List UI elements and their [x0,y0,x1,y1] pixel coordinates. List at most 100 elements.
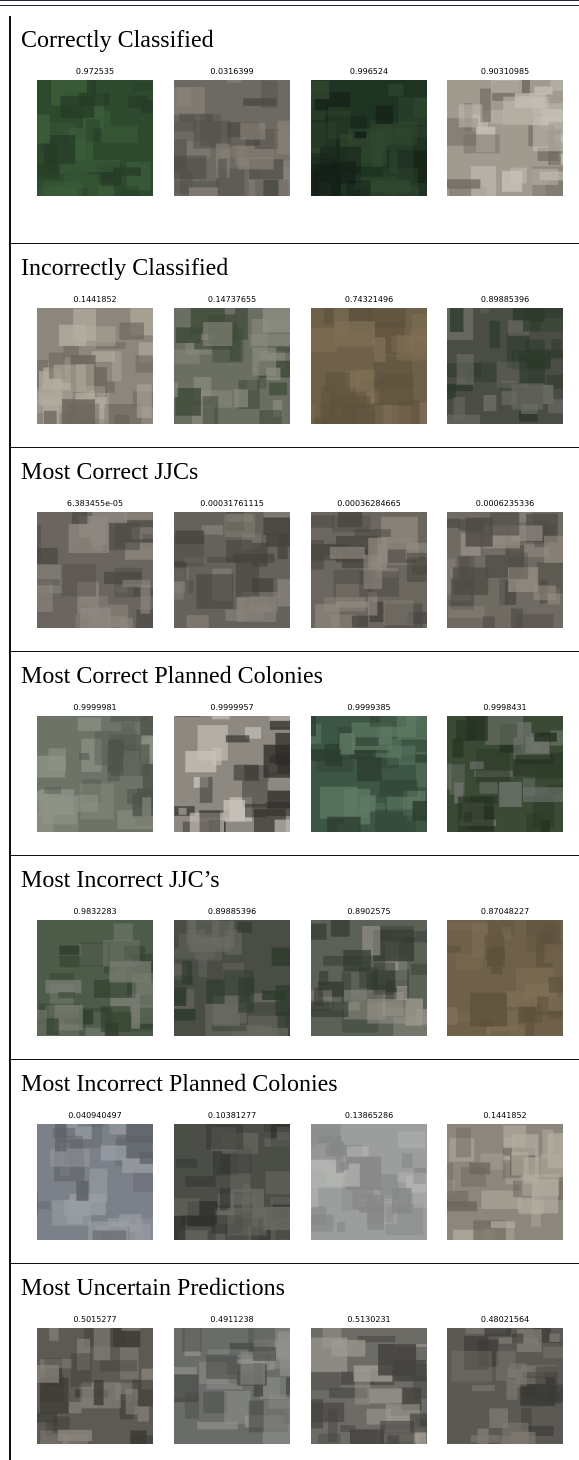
satellite-image-texture [174,1328,290,1444]
prediction-score: 0.00036284665 [337,499,401,508]
satellite-image-texture [311,1328,427,1444]
satellite-image [311,308,427,424]
prediction-score: 0.14737655 [207,295,257,304]
satellite-image-texture [37,1328,153,1444]
prediction-score: 0.9832283 [73,907,117,916]
satellite-image [447,512,563,628]
image-tile: 6.383455e-05 [37,498,153,628]
satellite-image [174,716,290,832]
image-tile: 0.48021564 [447,1314,563,1444]
prediction-score: 0.89885396 [207,907,257,916]
top-rule [0,0,579,6]
satellite-image-texture [311,80,427,196]
image-tile: 0.00036284665 [311,498,427,628]
satellite-image [37,1124,153,1240]
prediction-score: 0.9998431 [483,703,527,712]
section-title: Most Incorrect JJC’s [21,867,220,893]
section-title: Most Incorrect Planned Colonies [21,1071,338,1097]
prediction-score: 6.383455e-05 [66,499,124,508]
satellite-image-texture [37,80,153,196]
image-tile: 0.9999385 [311,702,427,832]
image-tile: 0.996524 [311,66,427,196]
satellite-image [37,80,153,196]
image-tile: 0.9998431 [447,702,563,832]
image-tile: 0.13865286 [311,1110,427,1240]
image-tile: 0.00031761115 [174,498,290,628]
satellite-image [37,308,153,424]
figure-sheet: Correctly Classified 0.972535 0.0316399 0.9… [9,16,579,1460]
image-tile: 0.89885396 [174,906,290,1036]
image-tile: 0.89885396 [447,294,563,424]
satellite-image-texture [447,1124,563,1240]
satellite-image-texture [447,80,563,196]
satellite-image [311,512,427,628]
prediction-score: 0.1441852 [483,1111,527,1120]
prediction-score: 0.0316399 [210,67,254,76]
prediction-score: 0.87048227 [480,907,530,916]
satellite-image-texture [174,920,290,1036]
prediction-score: 0.8902575 [347,907,391,916]
figure-section: Most Correct Planned Colonies 0.9999981 0.… [11,652,579,856]
satellite-image [447,308,563,424]
prediction-score: 0.5130231 [347,1315,391,1324]
image-tile: 0.4911238 [174,1314,290,1444]
satellite-image-texture [311,716,427,832]
prediction-score: 0.996524 [349,67,389,76]
satellite-image-texture [174,308,290,424]
satellite-image-texture [311,512,427,628]
image-tile: 0.1441852 [37,294,153,424]
satellite-image-texture [37,308,153,424]
satellite-image-texture [311,920,427,1036]
satellite-image [174,308,290,424]
satellite-image [447,920,563,1036]
satellite-image-texture [37,1124,153,1240]
satellite-image-texture [174,512,290,628]
figure-section: Incorrectly Classified 0.1441852 0.1473765… [11,244,579,448]
prediction-score: 0.89885396 [480,295,530,304]
satellite-image [447,1124,563,1240]
satellite-image [174,1124,290,1240]
prediction-score: 0.9999957 [210,703,254,712]
satellite-image-texture [311,1124,427,1240]
image-tile: 0.0006235336 [447,498,563,628]
satellite-image [174,512,290,628]
satellite-image [174,1328,290,1444]
figure-section: Correctly Classified 0.972535 0.0316399 0.9… [11,16,579,244]
figure-section: Most Incorrect JJC’s 0.9832283 0.89885396 0… [11,856,579,1060]
satellite-image-texture [37,512,153,628]
prediction-score: 0.10381277 [207,1111,257,1120]
image-tile: 0.90310985 [447,66,563,196]
figure-section: Most Uncertain Predictions 0.5015277 0.491… [11,1264,579,1460]
image-tile: 0.9999957 [174,702,290,832]
prediction-score: 0.00031761115 [200,499,264,508]
prediction-score: 0.9999385 [347,703,391,712]
image-tile: 0.74321496 [311,294,427,424]
satellite-image-texture [447,512,563,628]
satellite-image [37,920,153,1036]
satellite-image [37,716,153,832]
image-tile: 0.040940497 [37,1110,153,1240]
prediction-score: 0.972535 [75,67,115,76]
satellite-image [447,716,563,832]
image-tile: 0.1441852 [447,1110,563,1240]
figure-section: Most Incorrect Planned Colonies 0.0409404… [11,1060,579,1264]
prediction-score: 0.1441852 [73,295,117,304]
prediction-score: 0.5015277 [73,1315,117,1324]
prediction-score: 0.040940497 [68,1111,122,1120]
section-title: Incorrectly Classified [21,255,229,281]
image-tile: 0.9999981 [37,702,153,832]
prediction-score: 0.9999981 [73,703,117,712]
image-tile: 0.87048227 [447,906,563,1036]
image-tile: 0.9832283 [37,906,153,1036]
image-tile: 0.14737655 [174,294,290,424]
satellite-image-texture [311,308,427,424]
prediction-score: 0.13865286 [344,1111,394,1120]
satellite-image [311,1124,427,1240]
figure-section: Most Correct JJCs 6.383455e-05 0.000317611… [11,448,579,652]
prediction-score: 0.90310985 [480,67,530,76]
satellite-image-texture [174,716,290,832]
satellite-image-texture [447,308,563,424]
section-title: Most Correct Planned Colonies [21,663,323,689]
satellite-image [447,1328,563,1444]
prediction-score: 0.4911238 [210,1315,254,1324]
